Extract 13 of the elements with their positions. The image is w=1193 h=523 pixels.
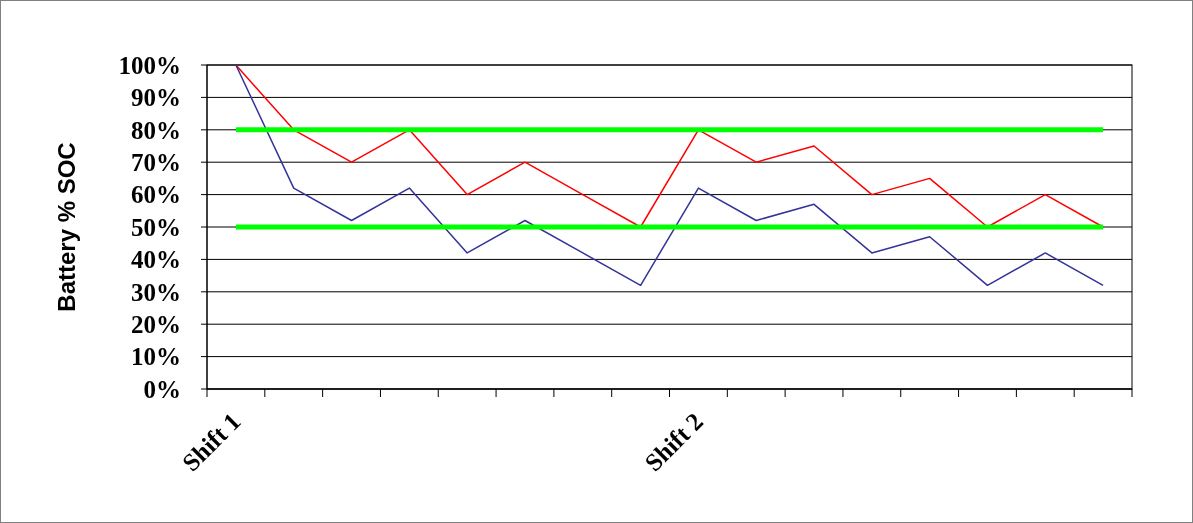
y-tick-label: 60% xyxy=(131,181,181,209)
y-tick-label: 0% xyxy=(143,375,181,403)
y-tick-label: 90% xyxy=(131,84,181,112)
y-tick-label: 40% xyxy=(131,246,181,274)
y-tick-label: 20% xyxy=(131,310,181,338)
y-tick-label: 80% xyxy=(131,116,181,144)
y-tick-label: 10% xyxy=(131,343,181,371)
y-tick-label: 30% xyxy=(131,278,181,306)
y-tick-label: 50% xyxy=(131,213,181,241)
y-axis-title: Battery % SOC xyxy=(53,142,80,312)
y-tick-label: 70% xyxy=(131,148,181,176)
line-series xyxy=(235,64,1104,287)
y-tick-label: 100% xyxy=(118,51,181,79)
